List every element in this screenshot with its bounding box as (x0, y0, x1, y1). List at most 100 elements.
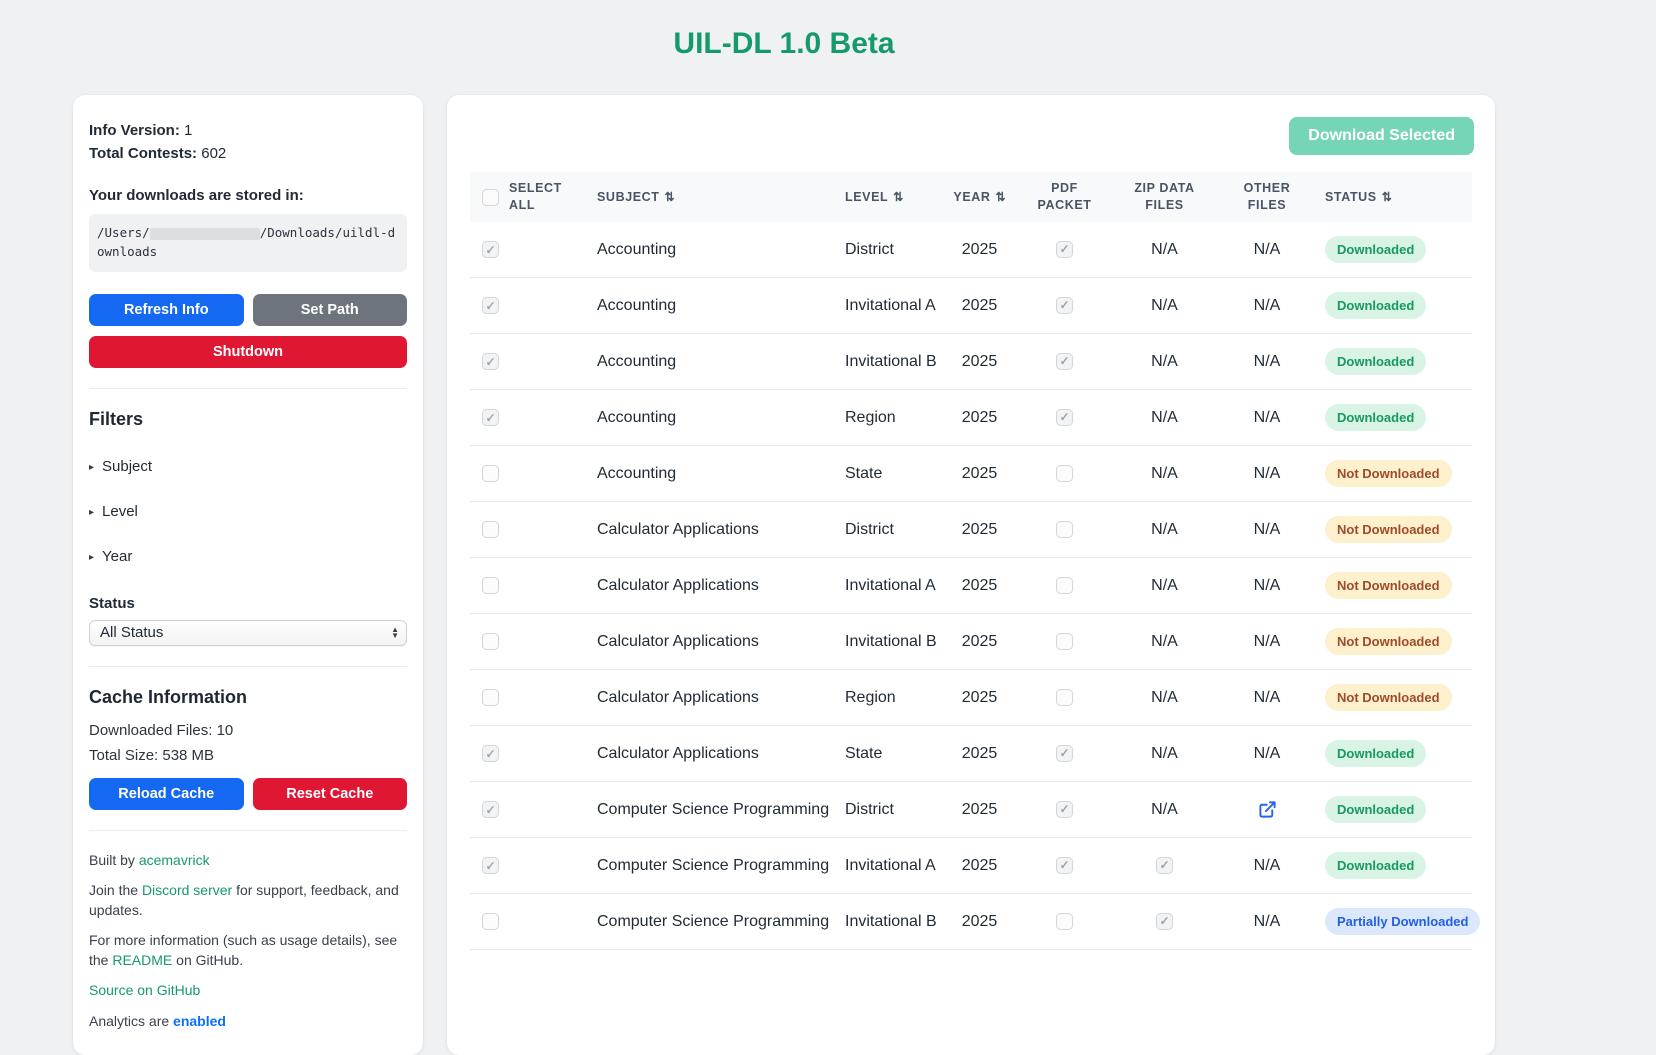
status-select[interactable]: All Status ▲ ▼ (89, 619, 407, 646)
cell-status: Downloaded (1317, 404, 1472, 431)
cell-zip-text: N/A (1151, 408, 1178, 426)
discord-server-link[interactable]: Discord server (141, 882, 233, 899)
table-row: ✓ Accounting Region 2025 ✓ N/A N/A Downl… (470, 390, 1472, 446)
page-title: UIL-DL 1.0 Beta (673, 27, 895, 60)
readme-line: For more information (such as usage deta… (89, 931, 407, 970)
cell-year: 2025 (961, 296, 998, 314)
pdf-checkbox: ✓ (1056, 800, 1073, 818)
filter-subject-toggle[interactable]: ▸ Subject (89, 458, 407, 475)
cell-year: 2025 (961, 240, 998, 258)
cell-select: ✓ (470, 353, 597, 370)
cell-level: District (845, 800, 894, 818)
cell-subject: Calculator Applications (597, 744, 759, 762)
cell-zip: N/A (1112, 353, 1217, 371)
chevron-right-icon: ▸ (89, 551, 95, 563)
cell-level: State (845, 464, 883, 482)
cell-other-text: N/A (1253, 520, 1281, 538)
status-badge: Downloaded (1325, 292, 1427, 319)
select-all-checkbox[interactable] (482, 188, 499, 206)
sidebar-footer: Built by acemavrick Join the Discord ser… (89, 851, 407, 1032)
pdf-checkbox (1056, 912, 1073, 930)
download-selected-button[interactable]: Download Selected (1289, 117, 1474, 155)
cell-zip-text: N/A (1151, 632, 1178, 650)
status-badge: Downloaded (1325, 740, 1427, 767)
select-stepper-icon: ▲ ▼ (391, 625, 402, 639)
cell-status: Not Downloaded (1317, 516, 1472, 543)
redacted-username (149, 227, 260, 240)
chevron-right-icon: ▸ (89, 461, 95, 473)
pdf-checkbox (1056, 520, 1073, 538)
row-select-checkbox[interactable]: ✓ (482, 409, 499, 426)
status-badge: Not Downloaded (1325, 572, 1452, 599)
main-panel: Download Selected SELECT ALL SUBJECT ⇅ LE… (447, 95, 1495, 1055)
col-other-label: OTHER FILES (1243, 181, 1291, 212)
cell-status: Downloaded (1317, 796, 1472, 823)
cell-pdf (1017, 576, 1112, 595)
reset-cache-button[interactable]: Reset Cache (252, 777, 407, 810)
cell-pdf: ✓ (1017, 744, 1112, 763)
row-select-checkbox[interactable] (482, 465, 499, 482)
info-version-value: 1 (184, 122, 193, 139)
col-status[interactable]: STATUS ⇅ (1317, 189, 1472, 206)
pdf-checkbox: ✓ (1056, 240, 1073, 258)
filter-level-toggle[interactable]: ▸ Level (89, 503, 407, 520)
set-path-button[interactable]: Set Path (252, 293, 407, 326)
refresh-info-button[interactable]: Refresh Info (89, 293, 244, 326)
cache-downloaded-files: Downloaded Files: 10 (89, 721, 234, 739)
cell-status: Downloaded (1317, 348, 1472, 375)
filter-year-toggle[interactable]: ▸ Year (89, 548, 407, 565)
row-select-checkbox[interactable]: ✓ (482, 745, 499, 762)
cell-zip: N/A (1112, 689, 1217, 707)
cell-subject: Accounting (597, 408, 677, 426)
row-select-checkbox[interactable] (482, 577, 499, 594)
status-badge: Downloaded (1325, 852, 1427, 879)
reload-cache-button[interactable]: Reload Cache (89, 777, 244, 810)
cell-select: ✓ (470, 745, 597, 762)
status-badge: Not Downloaded (1325, 628, 1452, 655)
cell-zip: N/A (1112, 633, 1217, 651)
cell-select (470, 577, 597, 594)
row-select-checkbox[interactable] (482, 913, 499, 930)
col-level-label: LEVEL (845, 189, 889, 204)
col-level[interactable]: LEVEL ⇅ (845, 189, 942, 206)
shutdown-button[interactable]: Shutdown (89, 335, 407, 368)
row-select-checkbox[interactable]: ✓ (482, 857, 499, 874)
cell-other-text: N/A (1253, 688, 1281, 706)
row-select-checkbox[interactable]: ✓ (482, 353, 499, 370)
cell-status: Downloaded (1317, 292, 1472, 319)
readme-link[interactable]: README (112, 951, 173, 968)
table-row: Computer Science Programming Invitationa… (470, 894, 1481, 950)
downloads-stored-heading: Your downloads are stored in: (89, 187, 304, 204)
cell-select (470, 689, 597, 706)
col-subject[interactable]: SUBJECT ⇅ (597, 189, 845, 206)
cell-other: N/A (1217, 689, 1317, 707)
pdf-checkbox: ✓ (1056, 744, 1073, 762)
row-select-checkbox[interactable]: ✓ (482, 801, 499, 818)
external-link-icon[interactable] (1258, 800, 1277, 819)
cell-select: ✓ (470, 801, 597, 818)
acemavrick-link[interactable]: acemavrick (138, 851, 210, 868)
col-other-files: OTHER FILES (1217, 180, 1317, 214)
table-row: Calculator Applications Region 2025 N/A … (470, 670, 1472, 726)
analytics-enabled-link[interactable]: enabled (173, 1013, 226, 1030)
cell-status: Downloaded (1317, 740, 1472, 767)
cell-zip-text: N/A (1151, 744, 1178, 762)
cell-other: N/A (1217, 241, 1317, 259)
info-version-label: Info Version: (89, 122, 180, 139)
source-on-github-link[interactable]: Source on GitHub (89, 982, 201, 999)
cell-other-text: N/A (1253, 576, 1281, 594)
pdf-checkbox (1056, 464, 1073, 482)
cell-subject: Accounting (597, 352, 677, 370)
row-select-checkbox[interactable]: ✓ (482, 241, 499, 258)
cell-select: ✓ (470, 241, 597, 258)
row-select-checkbox[interactable] (482, 633, 499, 650)
row-select-checkbox[interactable] (482, 521, 499, 538)
col-year[interactable]: YEAR ⇅ (942, 189, 1017, 206)
table-row: Calculator Applications District 2025 N/… (470, 502, 1472, 558)
row-select-checkbox[interactable] (482, 689, 499, 706)
row-select-checkbox[interactable]: ✓ (482, 297, 499, 314)
discord-text-prefix: Join the (89, 882, 142, 899)
sort-icon: ⇅ (1381, 189, 1392, 204)
cell-level: Invitational B (845, 352, 937, 370)
cell-level: Region (845, 408, 896, 426)
